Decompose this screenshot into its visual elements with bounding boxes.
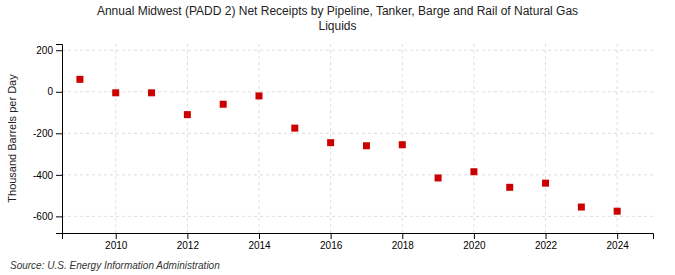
x-tick-label: 2014 [248,240,271,251]
point [76,76,83,83]
x-tick-mark [474,233,475,239]
x-grid-line [115,44,116,233]
x-tick: 2014 [248,233,271,251]
y-tick-mark [56,50,62,51]
y-tick-mark [56,175,62,176]
x-axis: 2010 2012 2014 2016 2018 2020 2022 2024 [63,233,654,251]
point [291,125,298,132]
y-grid-line [62,174,653,175]
point [506,184,513,191]
y-tick: 200 [36,45,62,56]
x-grid-line [187,44,188,233]
x-tick-label: 2020 [463,240,486,251]
x-tick-mark [546,233,547,239]
y-tick-label: -600 [33,211,53,222]
x-grid-line [473,44,474,233]
point [470,168,477,175]
point [614,208,621,215]
point [112,89,119,96]
point [220,101,227,108]
x-grid-line [330,44,331,233]
x-grid-line [545,44,546,233]
x-tick-label: 2010 [105,240,128,251]
y-grid-line [62,216,653,217]
y-grid-line [62,133,653,134]
y-tick-mark [56,216,62,217]
grid [62,44,653,233]
x-grid-line [617,44,618,233]
x-tick: 2020 [463,233,486,251]
x-tick-mark [331,233,332,239]
x-tick: 2016 [320,233,343,251]
point [256,92,263,99]
y-tick-mark [56,92,62,93]
x-tick-label: 2022 [535,240,558,251]
x-tick-label: 2012 [177,240,200,251]
point [148,89,155,96]
x-tick-mark [617,233,618,239]
point [399,141,406,148]
x-grid-line [259,44,260,233]
point [184,111,191,118]
x-tick-mark [259,233,260,239]
y-tick: -200 [33,128,62,139]
x-axis-line [63,234,654,240]
x-tick: 2010 [105,233,128,251]
y-tick-label: -400 [33,170,53,181]
x-tick: 2022 [535,233,558,251]
plot-area [76,76,620,215]
y-tick-label: 0 [47,86,53,97]
y-tick: -600 [33,211,62,222]
x-tick-mark [187,233,188,239]
x-tick-label: 2016 [320,240,343,251]
title: Annual Midwest (PADD 2) Net Receipts by … [97,4,578,33]
x-grid-line [402,44,403,233]
point [363,142,370,149]
point [542,180,549,187]
y-tick: -400 [33,170,62,181]
y-axis-title: Thousand Barrels per Day [6,74,18,203]
point [578,204,585,211]
point [435,174,442,181]
annotation: Source: U.S. Energy Information Administ… [10,260,220,271]
chart: 2010 2012 2014 2016 2018 2020 2022 2024 -600 -400… [0,0,675,275]
x-tick-label: 2018 [392,240,415,251]
x-tick: 2012 [177,233,200,251]
x-tick: 2024 [607,233,630,251]
x-tick-mark [402,233,403,239]
y-axis-line [56,45,63,234]
x-tick-label: 2024 [607,240,630,251]
y-grid-line [62,50,653,51]
y-tick-label: 200 [36,45,53,56]
y-tick: 0 [47,86,62,97]
y-axis: -600 -400 -200 0 200 [33,45,63,234]
x-tick: 2018 [392,233,415,251]
y-tick-mark [56,133,62,134]
y-tick-label: -200 [33,128,53,139]
point [327,139,334,146]
x-tick-mark [116,233,117,239]
